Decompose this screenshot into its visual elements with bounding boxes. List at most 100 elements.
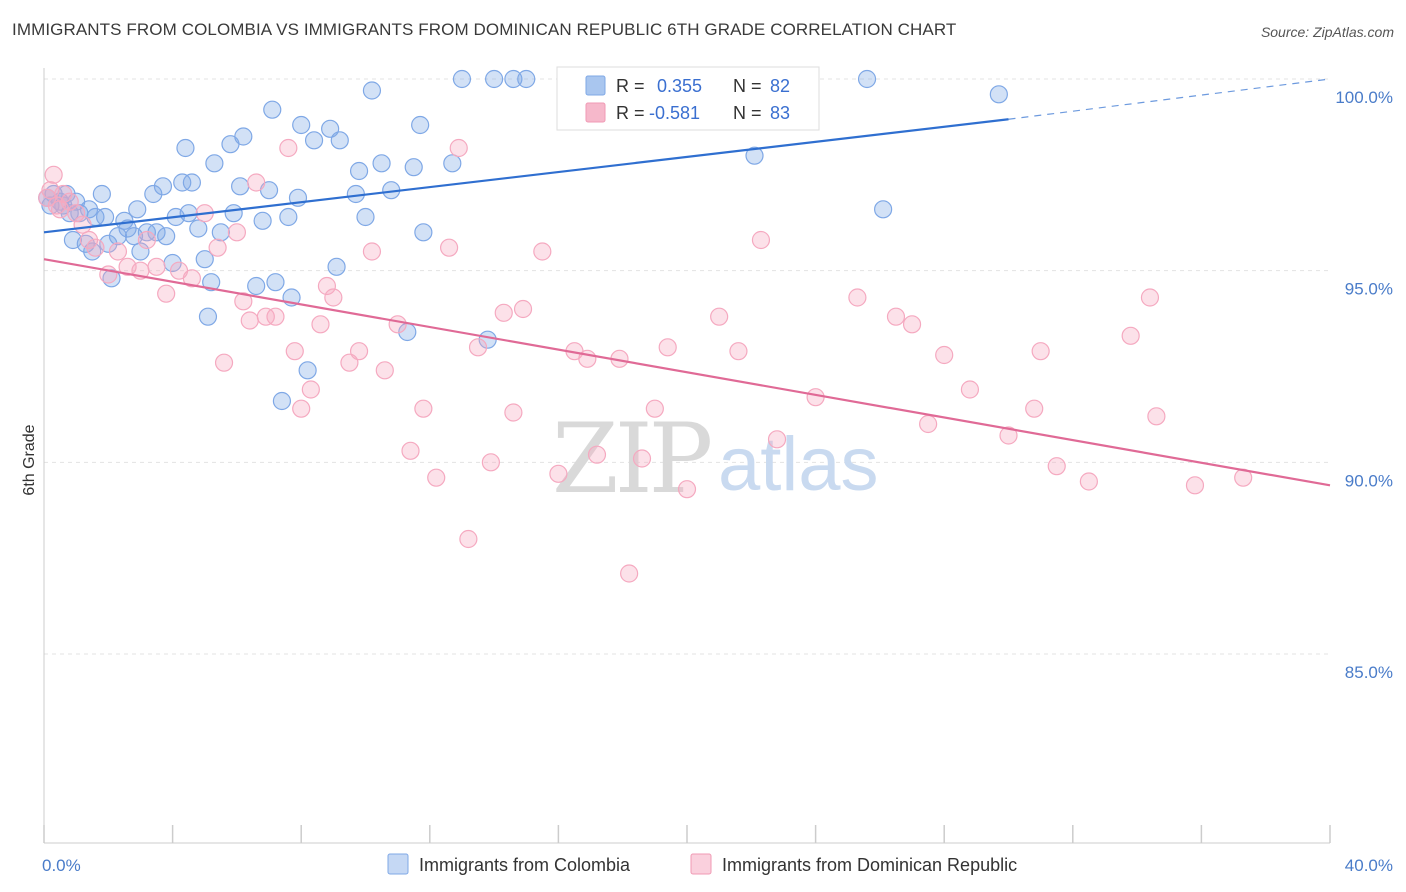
data-point bbox=[108, 242, 128, 261]
trend-line-1 bbox=[43, 258, 1331, 487]
data-point bbox=[173, 173, 192, 192]
trend-line-0 bbox=[43, 118, 1009, 234]
data-point bbox=[960, 380, 980, 399]
legend-r-value-1: 0.355 bbox=[657, 76, 702, 96]
data-point bbox=[677, 480, 697, 499]
data-point bbox=[95, 207, 115, 227]
data-point bbox=[494, 303, 513, 322]
data-point bbox=[131, 242, 150, 261]
data-point bbox=[44, 165, 63, 184]
data-point bbox=[886, 307, 906, 326]
watermark-atlas: atlas bbox=[718, 422, 879, 507]
data-point bbox=[745, 146, 764, 165]
data-point bbox=[157, 284, 176, 303]
data-point bbox=[67, 204, 86, 223]
data-point bbox=[372, 154, 391, 173]
data-point bbox=[645, 399, 664, 418]
y-tick-label: 90.0% bbox=[1345, 471, 1393, 490]
y-axis-label: 6th Grade bbox=[21, 424, 38, 495]
data-point bbox=[279, 138, 298, 158]
x-tick-label: 0.0% bbox=[42, 856, 81, 875]
legend-r-label-1: R = bbox=[616, 76, 645, 96]
data-point bbox=[147, 257, 166, 276]
legend-n-label-1: N = bbox=[733, 76, 762, 96]
data-point bbox=[459, 529, 478, 549]
data-point bbox=[205, 154, 224, 173]
chart-title: IMMIGRANTS FROM COLOMBIA VS IMMIGRANTS F… bbox=[12, 20, 957, 39]
legend-r-value-2: -0.581 bbox=[649, 103, 700, 123]
data-point bbox=[240, 311, 259, 330]
data-point bbox=[349, 342, 369, 361]
data-point bbox=[935, 345, 954, 365]
data-point bbox=[767, 430, 787, 449]
data-point bbox=[144, 184, 163, 204]
data-point bbox=[157, 227, 176, 246]
data-point bbox=[902, 315, 922, 334]
data-point bbox=[989, 85, 1008, 104]
data-point bbox=[439, 238, 459, 257]
series-legend: Immigrants from Colombia Immigrants from… bbox=[387, 853, 1017, 875]
data-point bbox=[468, 338, 488, 357]
data-point bbox=[304, 131, 324, 150]
data-point bbox=[485, 69, 504, 89]
data-point bbox=[214, 353, 234, 372]
data-point bbox=[311, 315, 330, 334]
data-point bbox=[256, 307, 275, 326]
data-point bbox=[179, 204, 198, 223]
data-point bbox=[401, 441, 420, 460]
data-point bbox=[272, 391, 292, 411]
data-point bbox=[247, 276, 266, 296]
data-point bbox=[182, 269, 201, 288]
y-tick-label: 95.0% bbox=[1345, 280, 1393, 299]
series-legend-label-dominican: Immigrants from Dominican Republic bbox=[722, 855, 1017, 875]
data-point bbox=[349, 161, 369, 181]
data-point bbox=[208, 238, 227, 257]
data-point bbox=[806, 388, 825, 407]
y-tick-labels: 100.0% 95.0% 90.0% 85.0% bbox=[1335, 88, 1393, 682]
series-legend-swatch-dominican bbox=[690, 853, 712, 875]
data-point bbox=[549, 464, 568, 483]
data-point bbox=[108, 227, 128, 246]
data-point bbox=[285, 342, 304, 361]
data-point bbox=[247, 173, 266, 192]
gridlines bbox=[44, 78, 1330, 655]
data-point bbox=[234, 127, 253, 146]
trend-line-extension-0 bbox=[1008, 78, 1331, 120]
y-tick-label: 85.0% bbox=[1345, 663, 1393, 682]
data-point bbox=[362, 242, 382, 261]
data-point bbox=[327, 257, 346, 276]
series-0-points bbox=[38, 69, 1008, 411]
data-point bbox=[427, 468, 446, 487]
data-point bbox=[263, 100, 282, 119]
data-point bbox=[292, 115, 311, 135]
data-point bbox=[1079, 472, 1098, 491]
data-point bbox=[253, 211, 272, 230]
data-point bbox=[362, 81, 382, 100]
series-legend-swatch-colombia bbox=[387, 853, 409, 875]
data-point bbox=[513, 299, 533, 319]
data-point bbox=[356, 207, 375, 227]
data-point bbox=[317, 276, 337, 296]
data-point bbox=[874, 200, 893, 219]
data-point bbox=[1121, 326, 1140, 345]
data-point bbox=[301, 380, 320, 399]
data-point bbox=[73, 215, 92, 234]
data-point bbox=[375, 361, 394, 380]
data-point bbox=[517, 69, 536, 89]
data-point bbox=[848, 288, 867, 307]
data-point bbox=[231, 177, 250, 196]
correlation-legend: R = 0.355 N = 82 R = -0.581 N = 83 bbox=[556, 66, 820, 131]
data-point bbox=[1147, 407, 1166, 426]
data-point bbox=[182, 173, 201, 192]
series-1-points bbox=[38, 138, 1253, 583]
legend-r-label-2: R = bbox=[616, 103, 645, 123]
data-point bbox=[266, 273, 285, 292]
data-point bbox=[153, 177, 173, 196]
data-point bbox=[632, 449, 652, 468]
data-point bbox=[504, 403, 523, 422]
data-point bbox=[481, 453, 500, 472]
legend-n-label-2: N = bbox=[733, 103, 762, 123]
data-point bbox=[1185, 476, 1205, 495]
data-point bbox=[1025, 399, 1044, 418]
